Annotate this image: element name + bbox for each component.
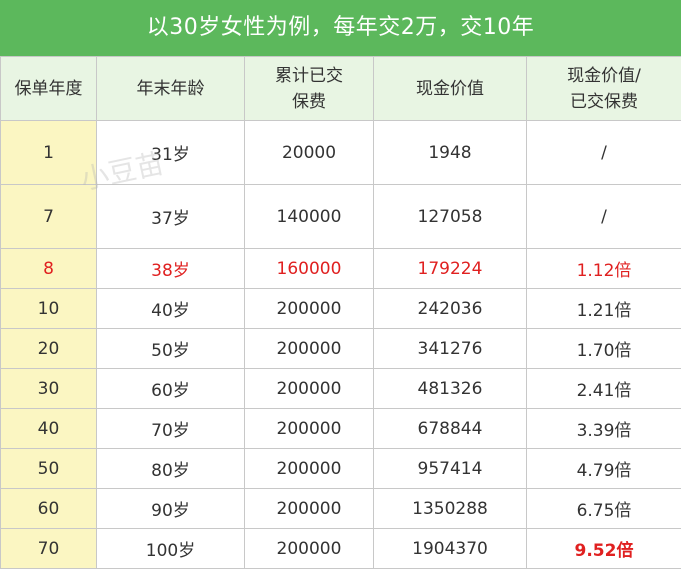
table-row: 50 80岁 200000 957414 4.79倍 — [0, 448, 681, 489]
cell-year: 50 — [0, 448, 97, 489]
table-row-highlight: 8 38岁 160000 179224 1.12倍 — [0, 248, 681, 289]
cell-ratio: 1.12倍 — [526, 248, 681, 289]
header-row: 保单年度 年末年龄 累计已交 保费 现金价值 现金价值/已交保费 — [0, 56, 681, 121]
cell-age: 40岁 — [96, 288, 245, 329]
header-ratio: 现金价值/已交保费 — [526, 56, 681, 121]
cell-age: 90岁 — [96, 488, 245, 529]
cell-paid: 20000 — [244, 120, 374, 185]
table-row: 30 60岁 200000 481326 2.41倍 — [0, 368, 681, 409]
header-age: 年末年龄 — [96, 56, 245, 121]
cash-value-table: 保单年度 年末年龄 累计已交 保费 现金价值 现金价值/已交保费 1 31岁 20… — [0, 56, 681, 569]
header-paid-premium: 累计已交 保费 — [244, 56, 374, 121]
cell-ratio: 4.79倍 — [526, 448, 681, 489]
cell-ratio: 9.52倍 — [526, 528, 681, 569]
cell-year: 60 — [0, 488, 97, 529]
cell-cash: 957414 — [373, 448, 527, 489]
cell-paid: 140000 — [244, 184, 374, 249]
cell-cash: 1948 — [373, 120, 527, 185]
cell-year: 20 — [0, 328, 97, 369]
cell-paid: 160000 — [244, 248, 374, 289]
cell-paid: 200000 — [244, 288, 374, 329]
cell-age: 37岁 — [96, 184, 245, 249]
table-row: 70 100岁 200000 1904370 9.52倍 — [0, 528, 681, 569]
cell-cash: 1904370 — [373, 528, 527, 569]
cell-year: 70 — [0, 528, 97, 569]
cell-cash: 242036 — [373, 288, 527, 329]
cell-age: 38岁 — [96, 248, 245, 289]
table-row: 7 37岁 140000 127058 / — [0, 184, 681, 249]
cell-paid: 200000 — [244, 328, 374, 369]
table-row: 1 31岁 20000 1948 / — [0, 120, 681, 185]
cell-age: 100岁 — [96, 528, 245, 569]
cell-year: 7 — [0, 184, 97, 249]
cell-age: 60岁 — [96, 368, 245, 409]
cell-ratio: / — [526, 184, 681, 249]
table-row: 60 90岁 200000 1350288 6.75倍 — [0, 488, 681, 529]
cell-paid: 200000 — [244, 528, 374, 569]
cell-cash: 127058 — [373, 184, 527, 249]
table-row: 10 40岁 200000 242036 1.21倍 — [0, 288, 681, 329]
header-policy-year: 保单年度 — [0, 56, 97, 121]
cell-year: 10 — [0, 288, 97, 329]
table-title: 以30岁女性为例，每年交2万，交10年 — [0, 0, 681, 56]
header-cash-value: 现金价值 — [373, 56, 527, 121]
cell-ratio: 3.39倍 — [526, 408, 681, 449]
cell-paid: 200000 — [244, 368, 374, 409]
cell-age: 50岁 — [96, 328, 245, 369]
cell-ratio: 1.21倍 — [526, 288, 681, 329]
cell-ratio: 1.70倍 — [526, 328, 681, 369]
cell-paid: 200000 — [244, 408, 374, 449]
cell-year: 30 — [0, 368, 97, 409]
cell-age: 80岁 — [96, 448, 245, 489]
cell-paid: 200000 — [244, 448, 374, 489]
cell-age: 31岁 — [96, 120, 245, 185]
cell-cash: 678844 — [373, 408, 527, 449]
cell-ratio: 2.41倍 — [526, 368, 681, 409]
cell-cash: 341276 — [373, 328, 527, 369]
cell-age: 70岁 — [96, 408, 245, 449]
cell-cash: 179224 — [373, 248, 527, 289]
cell-year: 8 — [0, 248, 97, 289]
cell-paid: 200000 — [244, 488, 374, 529]
table-row: 20 50岁 200000 341276 1.70倍 — [0, 328, 681, 369]
cell-cash: 481326 — [373, 368, 527, 409]
cell-year: 1 — [0, 120, 97, 185]
table-row: 40 70岁 200000 678844 3.39倍 — [0, 408, 681, 449]
cell-year: 40 — [0, 408, 97, 449]
cell-ratio: / — [526, 120, 681, 185]
cell-cash: 1350288 — [373, 488, 527, 529]
cell-ratio: 6.75倍 — [526, 488, 681, 529]
